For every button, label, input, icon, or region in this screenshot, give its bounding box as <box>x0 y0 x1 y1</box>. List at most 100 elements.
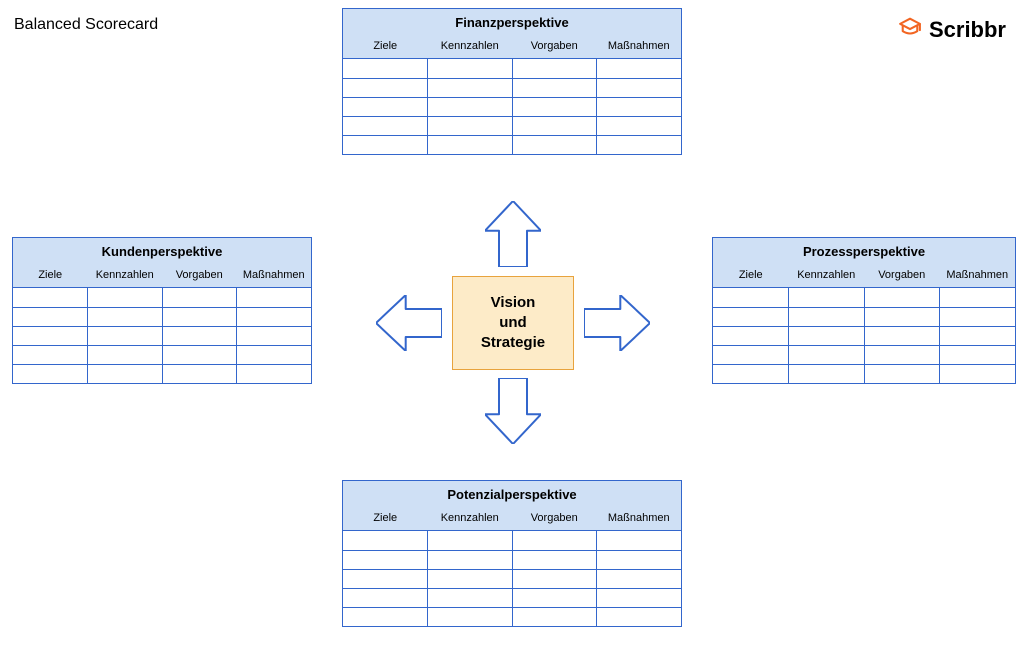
perspective-body <box>13 288 311 383</box>
table-cell <box>789 365 865 383</box>
table-row <box>13 326 311 345</box>
table-cell <box>237 365 311 383</box>
column-label: Kennzahlen <box>428 512 513 530</box>
table-cell <box>513 570 598 588</box>
table-cell <box>343 136 428 154</box>
table-cell <box>343 531 428 550</box>
table-cell <box>940 308 1015 326</box>
perspective-columns: ZieleKennzahlenVorgabenMaßnahmen <box>713 269 1015 287</box>
column-label: Maßnahmen <box>237 269 312 287</box>
table-row <box>713 288 1015 307</box>
table-cell <box>513 531 598 550</box>
table-cell <box>343 570 428 588</box>
table-row <box>13 345 311 364</box>
table-cell <box>865 288 941 307</box>
column-label: Maßnahmen <box>597 40 682 58</box>
center-line-2: und <box>481 313 545 333</box>
table-cell <box>597 608 681 626</box>
table-cell <box>597 117 681 135</box>
table-cell <box>428 589 513 607</box>
table-cell <box>343 117 428 135</box>
column-label: Ziele <box>343 40 428 58</box>
table-cell <box>237 346 311 364</box>
table-cell <box>713 365 789 383</box>
table-cell <box>597 79 681 97</box>
table-cell <box>428 608 513 626</box>
table-row <box>343 59 681 78</box>
table-cell <box>865 346 941 364</box>
perspective-columns: ZieleKennzahlenVorgabenMaßnahmen <box>343 512 681 530</box>
table-row <box>713 307 1015 326</box>
column-label: Vorgaben <box>162 269 237 287</box>
perspective-title: Kundenperspektive <box>13 238 311 269</box>
column-label: Kennzahlen <box>428 40 513 58</box>
table-cell <box>713 308 789 326</box>
table-cell <box>88 346 163 364</box>
table-cell <box>513 551 598 569</box>
table-cell <box>513 117 598 135</box>
table-cell <box>513 589 598 607</box>
table-cell <box>343 608 428 626</box>
table-cell <box>789 308 865 326</box>
table-cell <box>428 79 513 97</box>
perspective-kunden: Kundenperspektive ZieleKennzahlenVorgabe… <box>12 237 312 384</box>
table-cell <box>343 551 428 569</box>
perspective-prozess: Prozessperspektive ZieleKennzahlenVorgab… <box>712 237 1016 384</box>
table-cell <box>428 117 513 135</box>
table-row <box>343 78 681 97</box>
perspective-title: Finanzperspektive <box>343 9 681 40</box>
perspective-potenzial: Potenzialperspektive ZieleKennzahlenVorg… <box>342 480 682 627</box>
perspective-body <box>343 59 681 154</box>
logo-icon <box>897 14 923 45</box>
table-cell <box>88 327 163 345</box>
table-cell <box>597 136 681 154</box>
table-cell <box>713 327 789 345</box>
table-row <box>13 288 311 307</box>
perspective-header: Kundenperspektive ZieleKennzahlenVorgabe… <box>13 238 311 288</box>
table-cell <box>13 288 88 307</box>
table-cell <box>789 288 865 307</box>
table-cell <box>428 136 513 154</box>
column-label: Ziele <box>13 269 88 287</box>
perspective-body <box>343 531 681 626</box>
perspective-body <box>713 288 1015 383</box>
table-cell <box>163 327 238 345</box>
table-cell <box>428 531 513 550</box>
table-cell <box>597 589 681 607</box>
table-row <box>343 116 681 135</box>
table-row <box>713 326 1015 345</box>
table-cell <box>597 570 681 588</box>
logo-text: Scribbr <box>929 17 1006 43</box>
perspective-finanz: Finanzperspektive ZieleKennzahlenVorgabe… <box>342 8 682 155</box>
column-label: Vorgaben <box>864 269 940 287</box>
perspective-title: Potenzialperspektive <box>343 481 681 512</box>
table-cell <box>343 98 428 116</box>
table-cell <box>865 365 941 383</box>
perspective-header: Prozessperspektive ZieleKennzahlenVorgab… <box>713 238 1015 288</box>
perspective-columns: ZieleKennzahlenVorgabenMaßnahmen <box>343 40 681 58</box>
table-cell <box>343 79 428 97</box>
table-cell <box>163 308 238 326</box>
table-cell <box>428 59 513 78</box>
table-cell <box>163 346 238 364</box>
table-cell <box>597 59 681 78</box>
table-row <box>343 607 681 626</box>
table-cell <box>163 365 238 383</box>
table-cell <box>163 288 238 307</box>
table-row <box>343 531 681 550</box>
table-cell <box>88 288 163 307</box>
arrow-left-icon <box>376 295 442 351</box>
logo: Scribbr <box>897 14 1006 45</box>
table-cell <box>513 79 598 97</box>
table-cell <box>940 365 1015 383</box>
table-cell <box>513 59 598 78</box>
table-cell <box>13 346 88 364</box>
table-cell <box>713 288 789 307</box>
table-cell <box>13 365 88 383</box>
column-label: Ziele <box>343 512 428 530</box>
center-line-3: Strategie <box>481 333 545 353</box>
table-cell <box>237 308 311 326</box>
table-row <box>343 97 681 116</box>
table-row <box>713 345 1015 364</box>
table-cell <box>513 608 598 626</box>
